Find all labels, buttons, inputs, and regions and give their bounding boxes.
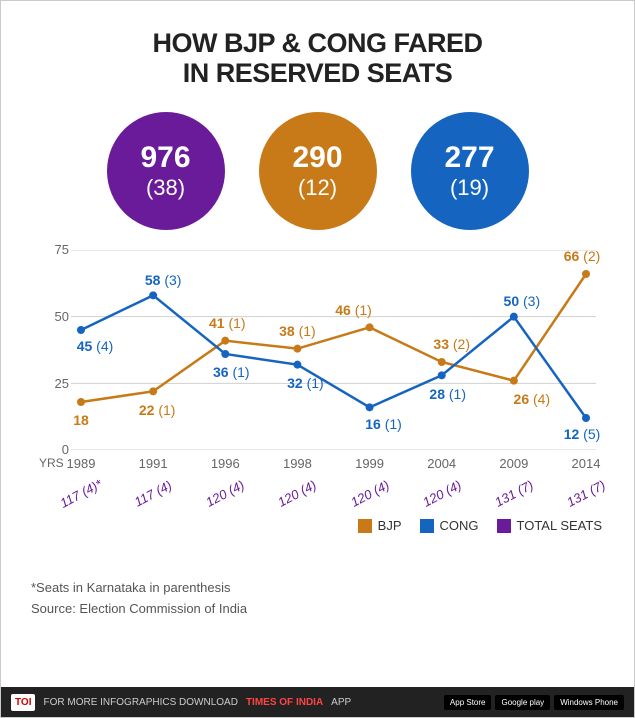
summary-circle-2: 277(19)	[411, 112, 529, 230]
store-badge[interactable]: Windows Phone	[554, 695, 624, 710]
legend-swatch	[497, 519, 511, 533]
legend-item-cong: CONG	[420, 518, 479, 533]
x-tick: 2004	[427, 456, 456, 471]
x-tick: 1996	[211, 456, 240, 471]
total-seats-label: 131 (7)	[492, 478, 535, 511]
store-badge[interactable]: App Store	[444, 695, 492, 710]
data-label-bjp: 26 (4)	[514, 391, 551, 407]
y-axis-label: SEATS	[0, 317, 1, 360]
y-tick: 0	[45, 442, 69, 457]
circle-value: 976	[140, 141, 190, 175]
title-line-1: HOW BJP & CONG FARED	[152, 28, 482, 58]
circle-paren: (38)	[146, 175, 185, 201]
chart-area: SEATS 0255075 1822 (1)41 (1)38 (1)46 (1)…	[31, 250, 604, 510]
circle-paren: (12)	[298, 175, 337, 201]
legend-swatch	[420, 519, 434, 533]
data-label-bjp: 66 (2)	[564, 248, 601, 264]
footer-text-post: APP	[331, 697, 351, 708]
title-line-2: IN RESERVED SEATS	[183, 58, 453, 88]
app-store-badges: App StoreGoogle play Windows Phone	[444, 695, 624, 710]
data-label-bjp: 18	[73, 412, 89, 428]
y-tick: 25	[45, 376, 69, 391]
total-seats-label: 120 (4)	[420, 478, 463, 511]
data-label-cong: 12 (5)	[564, 426, 601, 442]
total-seats-label: 117 (4)	[132, 478, 175, 510]
circle-value: 277	[444, 141, 494, 175]
circle-value: 290	[292, 141, 342, 175]
store-badge[interactable]: Google play	[495, 695, 550, 710]
total-seats-label: 120 (4)	[204, 478, 247, 511]
data-label-cong: 36 (1)	[213, 364, 250, 380]
total-seats-label: 131 (7)	[564, 478, 607, 511]
legend-label: CONG	[440, 518, 479, 533]
total-seats-label: 120 (4)	[348, 478, 391, 511]
total-seats-label: 120 (4)	[276, 478, 319, 511]
data-label-cong: 16 (1)	[365, 416, 402, 432]
x-tick: 1998	[283, 456, 312, 471]
source: Source: Election Commission of India	[31, 599, 604, 620]
y-tick: 50	[45, 309, 69, 324]
notes: *Seats in Karnataka in parenthesis Sourc…	[31, 578, 604, 620]
legend-label: TOTAL SEATS	[517, 518, 602, 533]
data-label-bjp: 38 (1)	[279, 323, 316, 339]
page-title: HOW BJP & CONG FARED IN RESERVED SEATS	[31, 29, 604, 88]
summary-circle-0: 976(38)	[107, 112, 225, 230]
data-label-cong: 58 (3)	[145, 272, 182, 288]
footnote: *Seats in Karnataka in parenthesis	[31, 578, 604, 599]
data-label-bjp: 41 (1)	[209, 315, 246, 331]
legend-item-total-seats: TOTAL SEATS	[497, 518, 602, 533]
circle-paren: (19)	[450, 175, 489, 201]
legend-label: BJP	[378, 518, 402, 533]
data-label-bjp: 46 (1)	[335, 302, 372, 318]
data-label-cong: 32 (1)	[287, 375, 324, 391]
data-label-bjp: 22 (1)	[139, 402, 176, 418]
infographic-page: HOW BJP & CONG FARED IN RESERVED SEATS 9…	[0, 0, 635, 718]
x-tick: 2009	[499, 456, 528, 471]
footer-bar: TOI FOR MORE INFOGRAPHICS DOWNLOAD TIMES…	[1, 687, 634, 717]
x-tick: 1989	[67, 456, 96, 471]
summary-circle-1: 290(12)	[259, 112, 377, 230]
footer-brand: TIMES OF INDIA	[246, 697, 323, 708]
data-label-cong: 28 (1)	[429, 386, 466, 402]
content-area: HOW BJP & CONG FARED IN RESERVED SEATS 9…	[1, 1, 634, 620]
summary-circles: 976(38) 290(12) 277(19)	[31, 112, 604, 230]
x-tick: 2014	[572, 456, 601, 471]
years-row-label: YRS	[39, 456, 64, 470]
x-tick: 1991	[139, 456, 168, 471]
legend-item-bjp: BJP	[358, 518, 402, 533]
data-label-cong: 45 (4)	[77, 338, 114, 354]
legend-swatch	[358, 519, 372, 533]
toi-badge: TOI	[11, 694, 35, 711]
y-tick: 75	[45, 242, 69, 257]
legend: BJP CONG TOTAL SEATS	[358, 518, 602, 533]
data-label-bjp: 33 (2)	[433, 336, 470, 352]
data-label-cong: 50 (3)	[504, 293, 541, 309]
total-seats-label: 117 (4)*	[57, 477, 104, 512]
footer-text-pre: FOR MORE INFOGRAPHICS DOWNLOAD	[43, 697, 237, 708]
x-tick: 1999	[355, 456, 384, 471]
